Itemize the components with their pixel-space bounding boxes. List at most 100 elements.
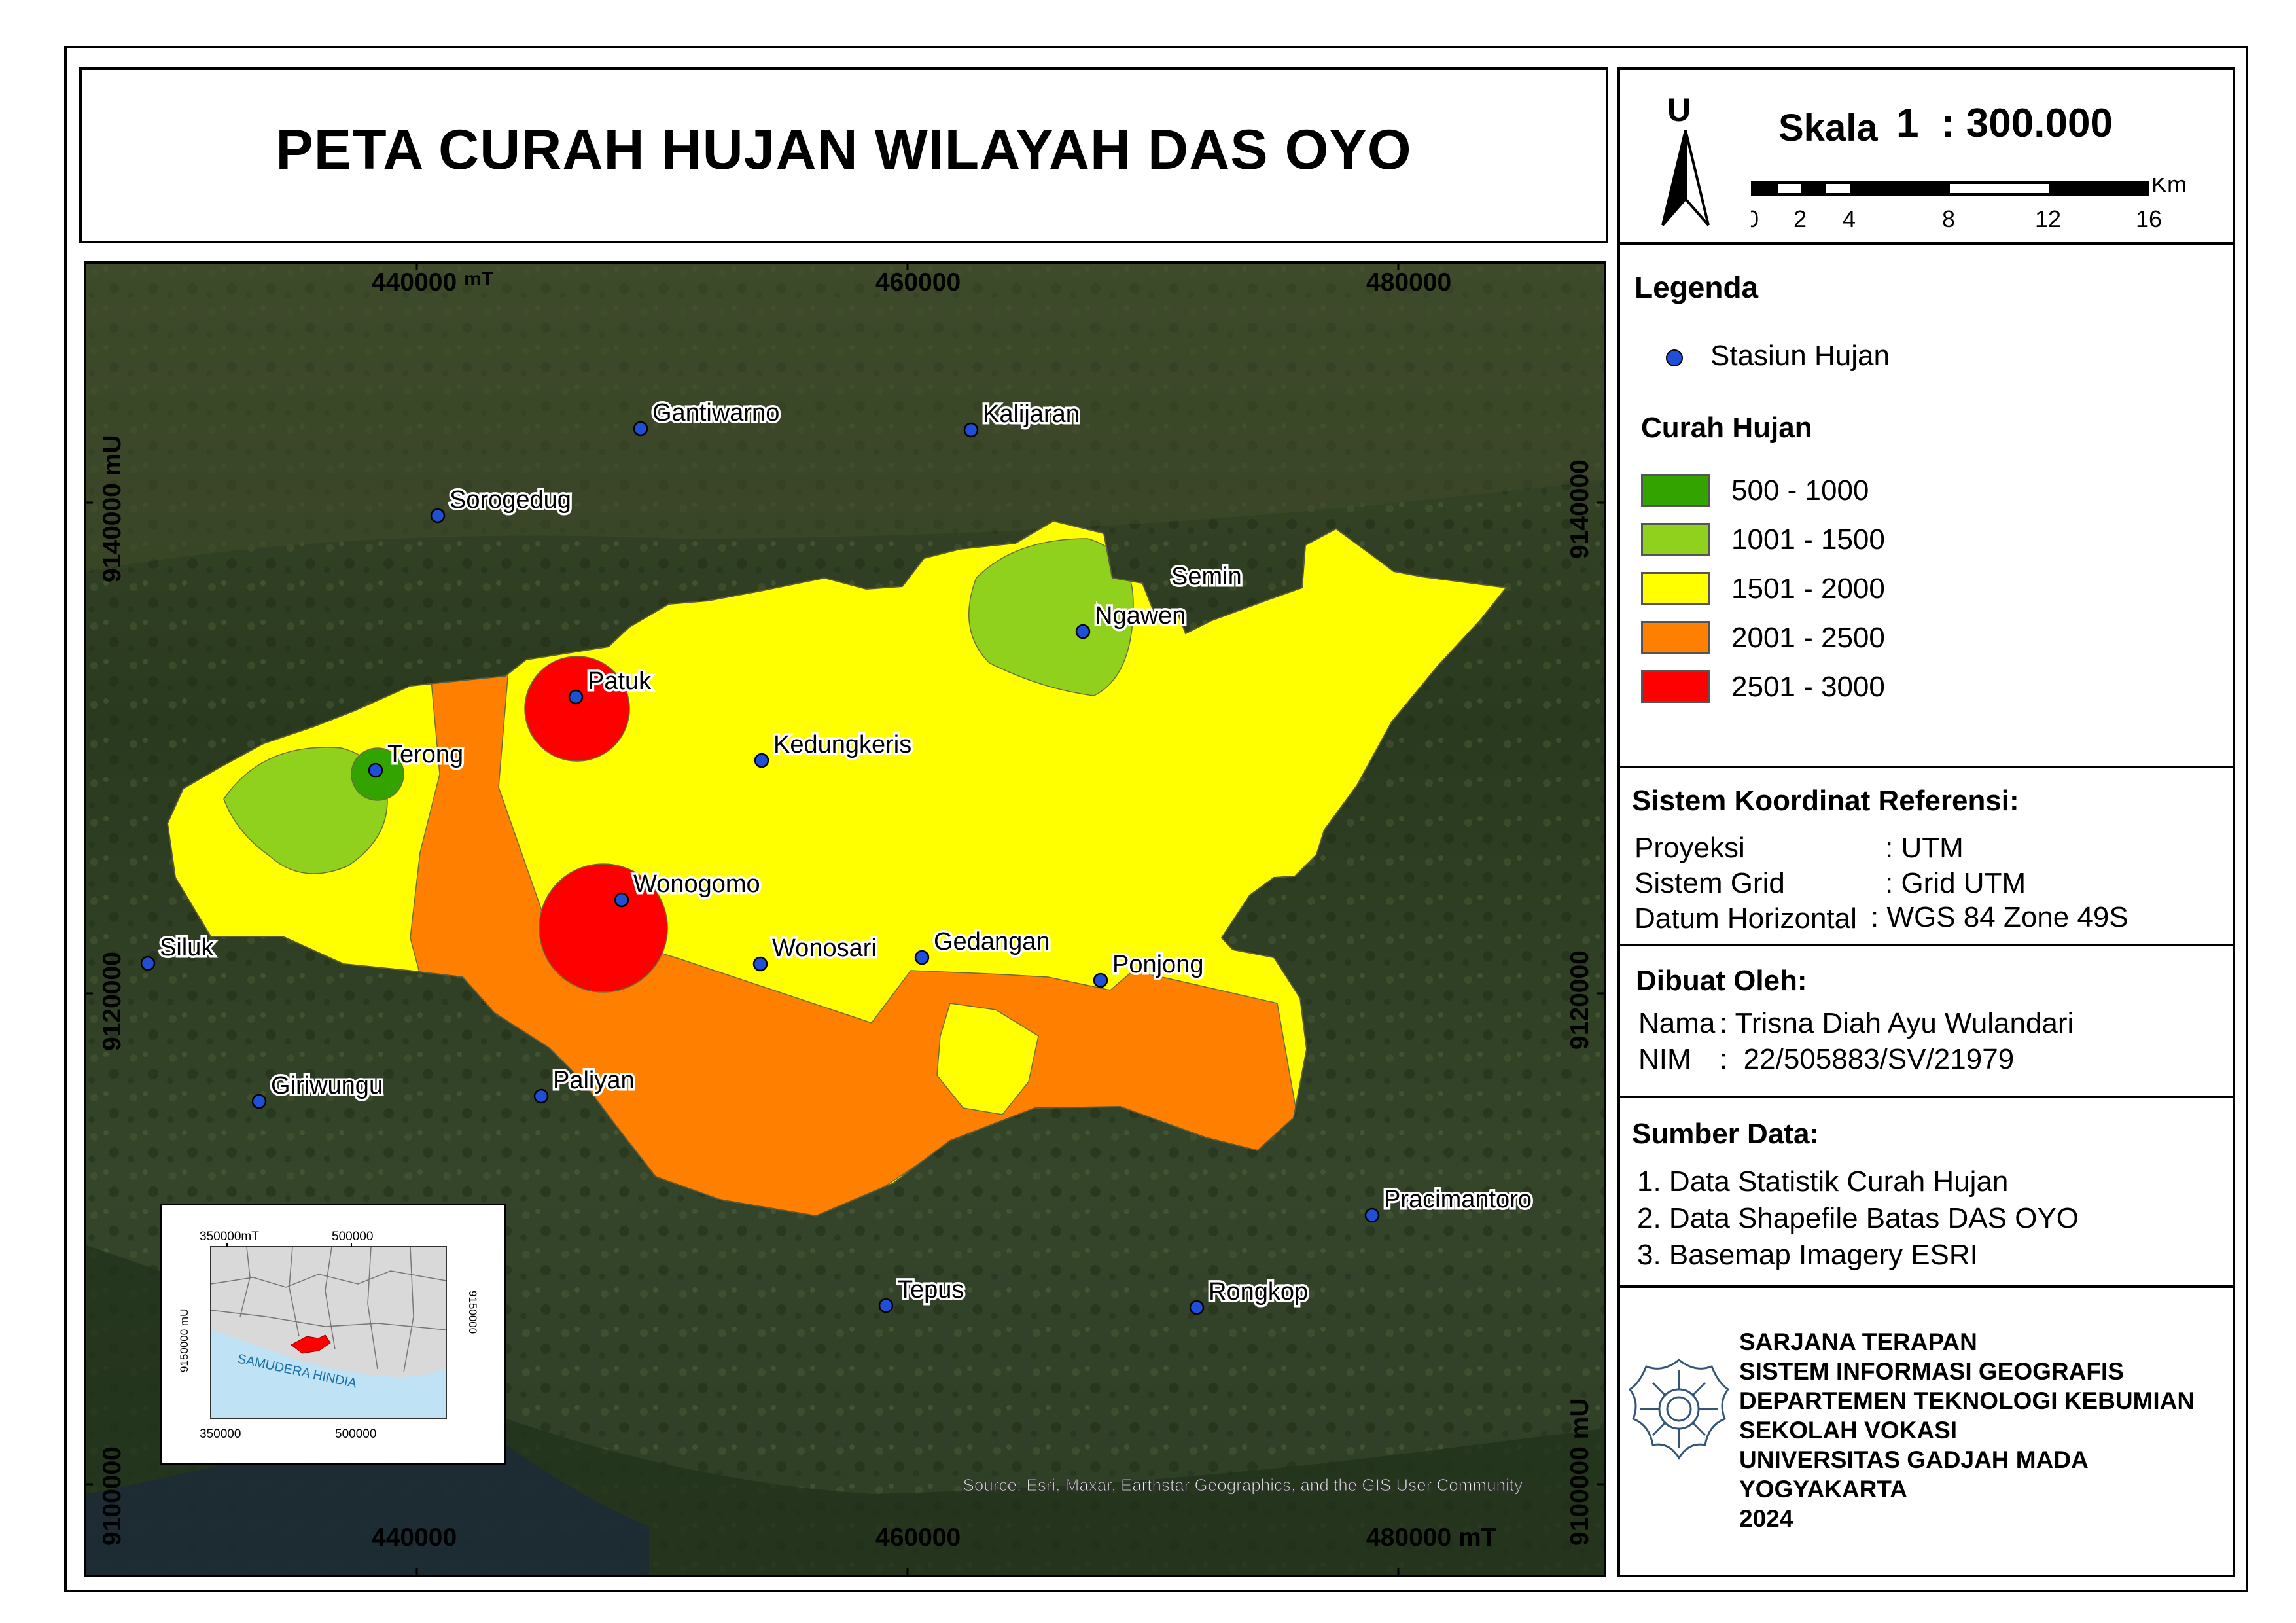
station-sorogedug[interactable]: Sorogedug (430, 484, 573, 524)
inset-sea (211, 1330, 446, 1418)
institution-line: YOGYAKARTA (1739, 1476, 1907, 1503)
station-rongkop[interactable]: Rongkop (1189, 1276, 1311, 1315)
station-wonogomo[interactable]: Wonogomo (614, 868, 762, 908)
inset-map: 350000mT 500000 350000 500000 9150000 mU… (160, 1204, 506, 1465)
institution-line: SISTEM INFORMASI GEOGRAFIS (1739, 1358, 2124, 1385)
legend-class-label: 2001 - 2500 (1731, 622, 1885, 654)
station-siluk[interactable]: Siluk (140, 932, 217, 971)
scale-tick-4: 4 (1843, 205, 1856, 232)
station-giriwungu[interactable]: Giriwungu (251, 1070, 385, 1109)
zone-1001-1500-ngawen (968, 538, 1134, 696)
station-ngawen[interactable]: Ngawen (1075, 600, 1188, 639)
grid-ticks (86, 264, 1604, 1575)
station-label: Gantiwarno (652, 399, 779, 427)
station-dot-icon (614, 892, 629, 908)
map-title: PETA CURAH HUJAN WILAYAH DAS OYO (275, 118, 1412, 181)
title-panel (79, 67, 1608, 243)
author-title: Dibuat Oleh: (1636, 965, 1807, 997)
station-label: Wonosari (772, 935, 877, 962)
station-dot-icon (1075, 624, 1091, 639)
station-patuk[interactable]: Patuk (568, 666, 654, 705)
legend-swatch (1641, 523, 1710, 556)
station-wonosari[interactable]: Wonosari (752, 933, 879, 972)
basemap-attribution: Source: Esri, Maxar, Earthstar Geographi… (963, 1475, 1523, 1495)
sources-list: 1. Data Statistik Curah Hujan 2. Data Sh… (1637, 1164, 2079, 1274)
station-kalijaran[interactable]: Kalijaran (963, 399, 1082, 438)
station-dot-icon (914, 950, 930, 965)
inset-label-bottom-1: 350000 (200, 1427, 241, 1441)
source-item: 3. Basemap Imagery ESRI (1637, 1239, 1978, 1271)
station-label: Ngawen (1095, 602, 1186, 630)
station-gedangan[interactable]: Gedangan (914, 926, 1052, 965)
zone-2501-3000-patuk (524, 656, 630, 762)
grid-label-right-2: 9120000 (1566, 950, 1594, 1050)
crs-value-projection: : UTM (1885, 832, 1964, 864)
inset-label-right: 9150000 (467, 1291, 479, 1334)
north-arrow-icon (1661, 130, 1710, 226)
station-tepus[interactable]: Tepus (878, 1274, 966, 1313)
station-label: Patuk (588, 668, 652, 695)
legend-title: Legenda (1634, 270, 1759, 304)
station-paliyan[interactable]: Paliyan (533, 1065, 637, 1104)
station-label: Terong (387, 741, 463, 768)
scale-tick-12: 12 (2035, 205, 2061, 232)
station-label: Giriwungu (271, 1072, 383, 1099)
inset-label-left: 9150000 mU (178, 1309, 190, 1372)
zone-1001-1500-terong (223, 747, 388, 874)
sources-title: Sumber Data: (1632, 1118, 1820, 1150)
sources-section: Sumber Data: 1. Data Statistik Curah Huj… (1620, 1096, 2233, 1288)
station-pracimantoro[interactable]: Pracimantoro (1364, 1184, 1534, 1223)
institution-line: DEPARTEMEN TEKNOLOGI KEBUMIAN (1739, 1387, 2195, 1414)
zone-2501-3000-wonogomo (539, 863, 668, 993)
inset-region-boundaries (210, 1246, 447, 1373)
station-kedungkeris[interactable]: Kedungkeris (754, 729, 914, 768)
station-label: Siluk (160, 934, 214, 961)
author-section: Dibuat Oleh: Nama : Trisna Diah Ayu Wula… (1620, 944, 2233, 1098)
crs-key-grid: Sistem Grid (1634, 867, 1785, 899)
side-panel: U Skala 1 : 300.000 Km 0 2 4 8 12 16 Leg… (1617, 67, 2235, 1577)
station-label: Tepus (898, 1276, 964, 1304)
grid-label-bottom-1: 440000 (372, 1524, 457, 1552)
crs-values: : UTM : Grid UTM (1885, 830, 2026, 901)
scale-tick-0: 0 (1751, 205, 1759, 232)
station-semin[interactable]: Semin (1169, 561, 1245, 593)
station-dot-icon (430, 508, 446, 524)
station-dot-icon (1189, 1300, 1205, 1315)
institution-line: SEKOLAH VOKASI (1739, 1417, 1958, 1444)
station-dot-icon (368, 762, 383, 778)
institution-line: UNIVERSITAS GADJAH MADA (1739, 1446, 2089, 1473)
station-dot-icon (752, 956, 768, 972)
crs-value-grid: : Grid UTM (1885, 867, 2026, 899)
author-name-value: : Trisna Diah Ayu Wulandari (1720, 1007, 2074, 1039)
grid-label-top-3: 480000 (1366, 268, 1452, 296)
rain-stations-layer: Gantiwarno Kalijaran Sorogedug Semin Ngawen P… (140, 397, 1534, 1315)
grid-label-bottom-2: 460000 (875, 1524, 961, 1552)
author-nim-key: NIM (1638, 1043, 1691, 1075)
basemap-sea (86, 1402, 649, 1575)
institution-section: SARJANA TERAPAN SISTEM INFORMASI GEOGRAF… (1620, 1285, 2233, 1580)
station-label: Gedangan (934, 928, 1050, 955)
inset-label-bottom-2: 500000 (335, 1427, 376, 1441)
legend-station-label: Stasiun Hujan (1710, 340, 1890, 372)
legend-rain-title: Curah Hujan (1641, 412, 1812, 444)
station-dot-icon (1666, 349, 1683, 366)
institution-line: SARJANA TERAPAN (1739, 1329, 1977, 1355)
crs-key-datum: Datum Horizontal (1634, 902, 1857, 935)
crs-section: Sistem Koordinat Referensi: Proyeksi Sis… (1620, 766, 2233, 946)
legend-class-label: 2501 - 3000 (1731, 671, 1885, 703)
station-dot-icon (1093, 972, 1108, 988)
legend-swatch (1641, 621, 1710, 654)
crs-title: Sistem Koordinat Referensi: (1632, 785, 2019, 817)
author-name-key: Nama (1638, 1007, 1716, 1039)
station-gantiwarno[interactable]: Gantiwarno (633, 397, 782, 437)
grid-label-right-1: 9140000 (1566, 459, 1594, 559)
inset-label-top-2: 500000 (332, 1230, 373, 1243)
station-ponjong[interactable]: Ponjong (1093, 949, 1206, 988)
source-item: 1. Data Statistik Curah Hujan (1637, 1166, 2009, 1198)
station-terong[interactable]: Terong (368, 739, 466, 778)
grid-label-left-1: 9140000 mU (98, 435, 126, 582)
station-dot-icon (963, 422, 979, 438)
station-label: Kalijaran (983, 401, 1080, 428)
scale-tick-2: 2 (1793, 205, 1807, 232)
station-label: Paliyan (553, 1067, 635, 1094)
